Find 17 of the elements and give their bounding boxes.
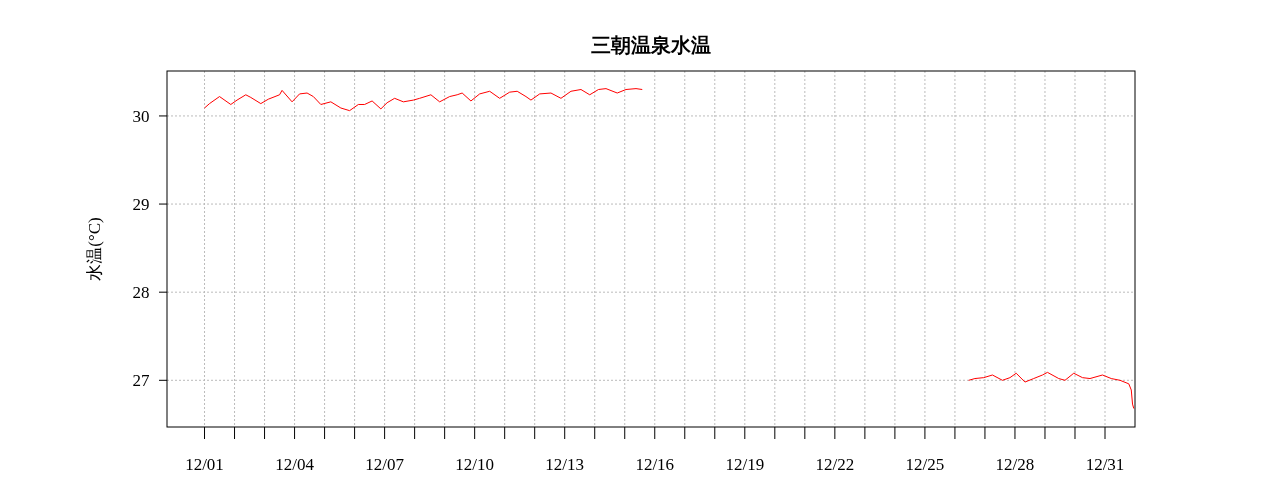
- y-axis-title: 水温(°C): [85, 217, 104, 281]
- y-tick-label: 28: [132, 283, 150, 303]
- x-tick-label: 12/01: [185, 455, 224, 474]
- x-tick-label: 12/28: [995, 455, 1035, 474]
- x-tick-label: 12/19: [725, 455, 765, 474]
- x-tick-label: 12/31: [1085, 455, 1125, 474]
- x-tick-label: 12/13: [545, 455, 585, 474]
- x-tick-label: 12/04: [275, 455, 315, 474]
- x-tick-label: 12/10: [455, 455, 495, 474]
- x-tick-label: 12/16: [635, 455, 675, 474]
- chart-title: 三朝温泉水温: [591, 34, 711, 56]
- x-tick-label: 12/25: [905, 455, 945, 474]
- y-tick-label: 27: [132, 371, 150, 391]
- y-tick-label: 29: [132, 195, 150, 215]
- x-tick-label: 12/22: [815, 455, 855, 474]
- y-tick-label: 30: [132, 106, 150, 126]
- x-tick-label: 12/07: [365, 455, 405, 474]
